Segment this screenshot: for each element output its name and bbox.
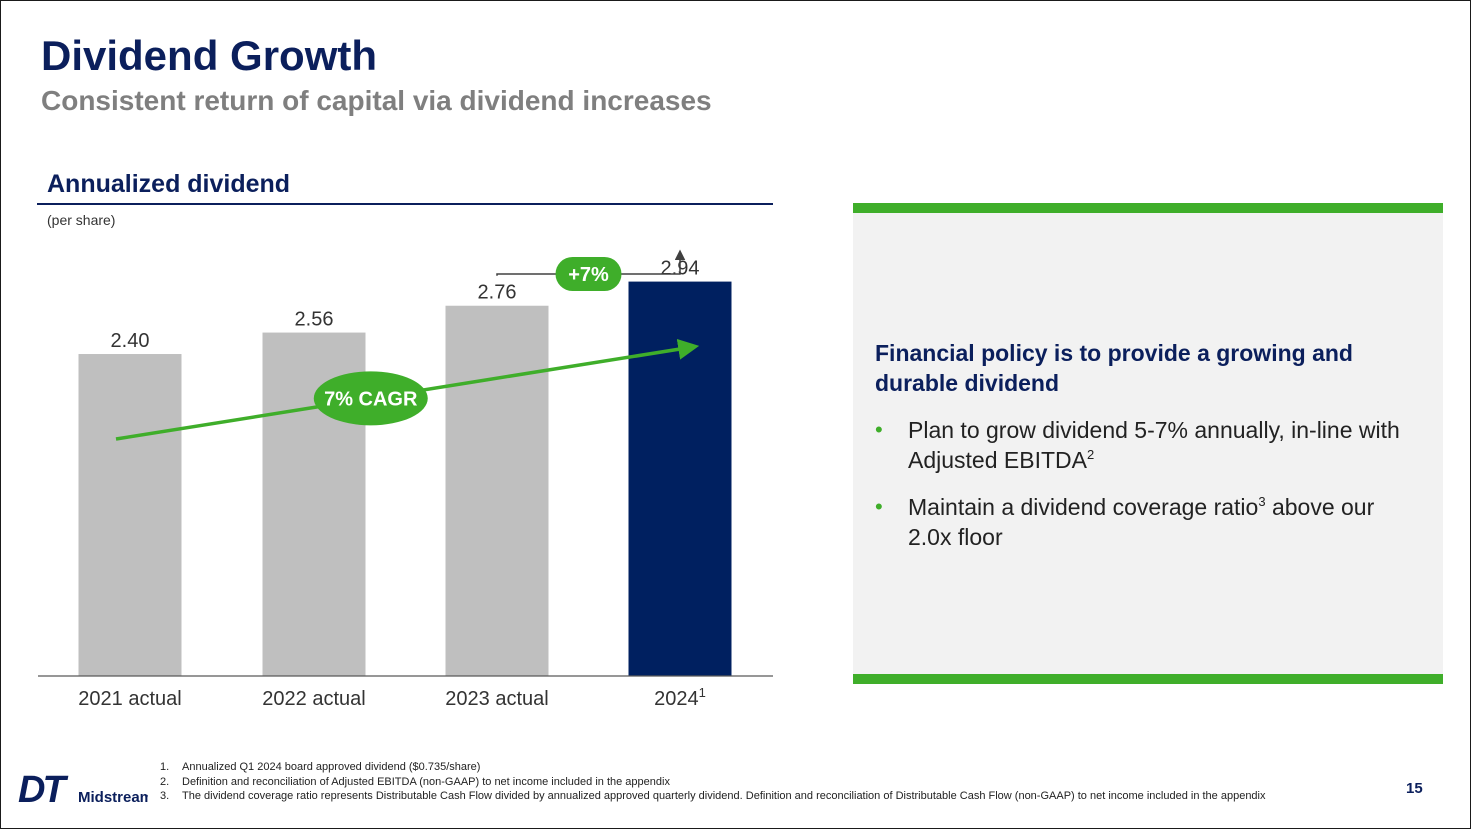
page-number: 15	[1406, 780, 1423, 797]
category-label-2: 2022 actual	[262, 688, 365, 710]
page-subtitle: Consistent return of capital via dividen…	[41, 85, 712, 116]
policy-panel	[853, 203, 1443, 684]
dt-midstream-logo: DT Midstream	[18, 770, 148, 806]
policy-bullet-2: • Maintain a dividend coverage ratio3 ab…	[875, 492, 1420, 552]
bar-3	[445, 305, 549, 676]
cagr-label: 7% CAGR	[324, 388, 418, 410]
value-label-2: 2.56	[295, 309, 334, 331]
unit-note: (per share)	[47, 212, 116, 228]
value-label-1: 2.40	[111, 330, 150, 352]
dividend-bar-chart: 2.40 2021 actual 2.56 2022 actual 2.76 2023 a…	[38, 249, 773, 710]
cagr-badge	[313, 371, 428, 426]
bullet-2-footnote-ref: 3	[1258, 494, 1266, 509]
category-label-3: 2023 actual	[445, 688, 548, 710]
logo-mark: DT	[18, 770, 68, 806]
category-label-1: 2021 actual	[78, 688, 181, 710]
bullet-dot-icon: •	[875, 417, 883, 442]
bullet-2-text: Maintain a dividend coverage ratio	[908, 494, 1259, 520]
bullet-dot-icon: •	[875, 494, 883, 519]
category-label-4: 20241	[654, 685, 706, 710]
footnote-3: 3. The dividend coverage ratio represents…	[160, 790, 1266, 802]
page-title: Dividend Growth	[41, 32, 377, 79]
footnote-1: 1. Annualized Q1 2024 board approved divi…	[160, 761, 481, 773]
yoy-label: +7%	[568, 264, 609, 286]
bar-4	[628, 281, 732, 676]
yoy-badge	[555, 257, 622, 291]
panel-bottom-accent	[853, 674, 1443, 684]
section-divider	[37, 203, 773, 205]
bullet-2-text-tail: above our 2.0x floor	[908, 494, 1375, 550]
panel-top-accent	[853, 203, 1443, 213]
bar-1	[78, 354, 182, 676]
logo-wordmark: Midstream	[78, 789, 148, 806]
value-label-3: 2.76	[478, 282, 517, 304]
policy-heading: Financial policy is to provide a growing…	[875, 340, 1353, 396]
bullet-1-footnote-ref: 2	[1086, 447, 1095, 462]
chart-section-title: Annualized dividend	[47, 170, 291, 198]
bullet-1-text: Plan to grow dividend 5-7% annually, in-…	[908, 417, 1400, 473]
footnote-2: 2. Definition and reconciliation of Adjus…	[160, 775, 670, 788]
policy-bullet-1: • Plan to grow dividend 5-7% annually, i…	[875, 415, 1420, 475]
footnotes: 1. Annualized Q1 2024 board approved divi…	[160, 760, 1360, 804]
